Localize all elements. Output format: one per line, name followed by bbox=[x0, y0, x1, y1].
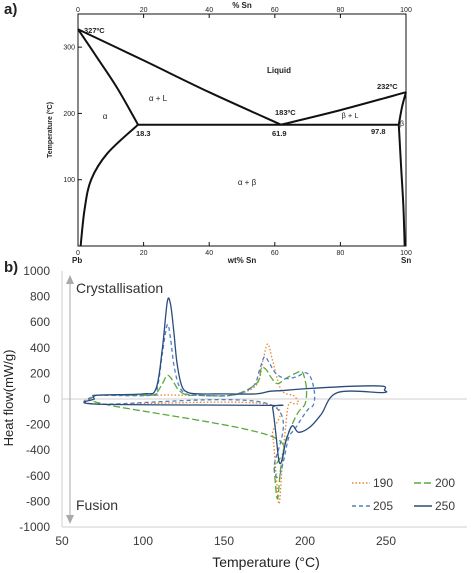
dsc-curve-190 bbox=[83, 343, 300, 505]
eutectic-composition: 61.9 bbox=[272, 129, 287, 138]
phase-boundary-solidus_left bbox=[77, 28, 139, 126]
dsc-curves bbox=[83, 297, 388, 505]
direction-arrow bbox=[66, 275, 74, 524]
dsc-legend: 190 200 205 250 bbox=[352, 476, 455, 513]
dsc-y-tick-label: 600 bbox=[30, 315, 50, 329]
fusion-label: Fusion bbox=[76, 497, 118, 513]
crystallisation-label: Crystallisation bbox=[76, 280, 163, 296]
top-tick-label: 60 bbox=[271, 7, 279, 14]
dsc-y-tick-label: 200 bbox=[30, 366, 50, 380]
region-beta: β bbox=[400, 121, 404, 128]
top-tick-label: 20 bbox=[140, 7, 148, 14]
dsc-x-axis: 50 100 150 200 250 bbox=[55, 534, 396, 548]
phase-boundary-solvus_right bbox=[397, 124, 406, 247]
dsc-y-axis: 1000 800 600 400 200 0 -200 -400 -600 -800 -1000 bbox=[19, 264, 50, 534]
bottom-axis: 0 20 40 60 80 100 bbox=[76, 242, 412, 257]
dsc-y-axis-title: Heat flow(mW/g) bbox=[1, 350, 16, 447]
phase-boundary-liquidus_left bbox=[77, 28, 282, 126]
x-tick-label: 80 bbox=[337, 250, 345, 257]
region-beta-liquid: β + L bbox=[341, 111, 358, 120]
dsc-x-tick-label: 200 bbox=[295, 534, 315, 548]
phase-diagram: 0 20 40 60 80 100 0 20 40 60 80 100 100 200 300 % Sn… bbox=[47, 1, 412, 265]
dsc-curve-250 bbox=[83, 297, 388, 465]
legend-label-205: 205 bbox=[373, 499, 393, 513]
dsc-y-tick-label: 1000 bbox=[23, 264, 50, 278]
region-alpha: α bbox=[103, 112, 108, 121]
dsc-y-tick-label: -400 bbox=[26, 443, 50, 457]
phase-diagram-frame bbox=[77, 13, 407, 247]
dsc-y-tick-label: 800 bbox=[30, 290, 50, 304]
dsc-chart: 1000 800 600 400 200 0 -200 -400 -600 -800 -1000 5… bbox=[1, 264, 467, 570]
y-tick-label: 200 bbox=[63, 111, 75, 118]
phase-boundary-solvus_left bbox=[79, 123, 139, 247]
top-tick-label: 80 bbox=[337, 7, 345, 14]
dsc-y-tick-label: -1000 bbox=[19, 520, 50, 534]
dsc-curve-205 bbox=[83, 323, 316, 478]
top-axis-title: % Sn bbox=[232, 1, 252, 10]
dsc-y-tick-label: -800 bbox=[26, 494, 50, 508]
x-axis-left-element: Pb bbox=[72, 256, 82, 265]
region-alpha-beta: α + β bbox=[238, 178, 257, 187]
dsc-x-tick-label: 250 bbox=[376, 534, 396, 548]
panel-b-label: b) bbox=[4, 259, 18, 276]
dsc-x-tick-label: 50 bbox=[55, 534, 69, 548]
dsc-y-tick-label: 0 bbox=[43, 392, 50, 406]
beta-solubility-limit: 97.8 bbox=[371, 127, 386, 136]
x-axis-title: wt% Sn bbox=[227, 256, 257, 265]
top-tick-label: 40 bbox=[205, 7, 213, 14]
dsc-x-tick-label: 150 bbox=[214, 534, 234, 548]
pb-melting-point: 327ºC bbox=[84, 26, 105, 35]
y-tick-label: 300 bbox=[63, 45, 75, 52]
top-axis: 0 20 40 60 80 100 bbox=[76, 7, 412, 18]
dsc-x-axis-title: Temperature (°C) bbox=[212, 554, 320, 570]
x-tick-label: 20 bbox=[140, 250, 148, 257]
legend-label-190: 190 bbox=[373, 476, 393, 490]
region-alpha-liquid: α + L bbox=[149, 94, 168, 103]
dsc-curve-200 bbox=[87, 366, 308, 500]
top-tick-label: 100 bbox=[400, 7, 412, 14]
y-axis: 100 200 300 bbox=[63, 45, 82, 184]
top-tick-label: 0 bbox=[76, 7, 80, 14]
x-tick-label: 100 bbox=[400, 250, 412, 257]
sn-melting-point: 232ºC bbox=[377, 82, 398, 91]
y-axis-title: Temperature (ºC) bbox=[47, 102, 54, 158]
x-axis-right-element: Sn bbox=[401, 256, 411, 265]
phase-boundary-liquidus_right bbox=[280, 91, 407, 126]
phase-boundary-solidus_right bbox=[397, 91, 407, 125]
legend-label-200: 200 bbox=[435, 476, 455, 490]
legend-label-250: 250 bbox=[435, 499, 455, 513]
x-tick-label: 0 bbox=[76, 250, 80, 257]
alpha-solubility-limit: 18.3 bbox=[136, 129, 151, 138]
dsc-y-tick-label: -600 bbox=[26, 469, 50, 483]
panel-a-label: a) bbox=[4, 1, 17, 18]
x-tick-label: 40 bbox=[205, 250, 213, 257]
dsc-y-tick-label: 400 bbox=[30, 341, 50, 355]
dsc-x-tick-label: 100 bbox=[133, 534, 153, 548]
phase-boundaries bbox=[77, 28, 407, 247]
eutectic-temperature: 183ºC bbox=[275, 108, 296, 117]
region-liquid: Liquid bbox=[267, 66, 291, 75]
y-tick-label: 100 bbox=[63, 177, 75, 184]
dsc-y-tick-label: -200 bbox=[26, 418, 50, 432]
x-tick-label: 60 bbox=[271, 250, 279, 257]
